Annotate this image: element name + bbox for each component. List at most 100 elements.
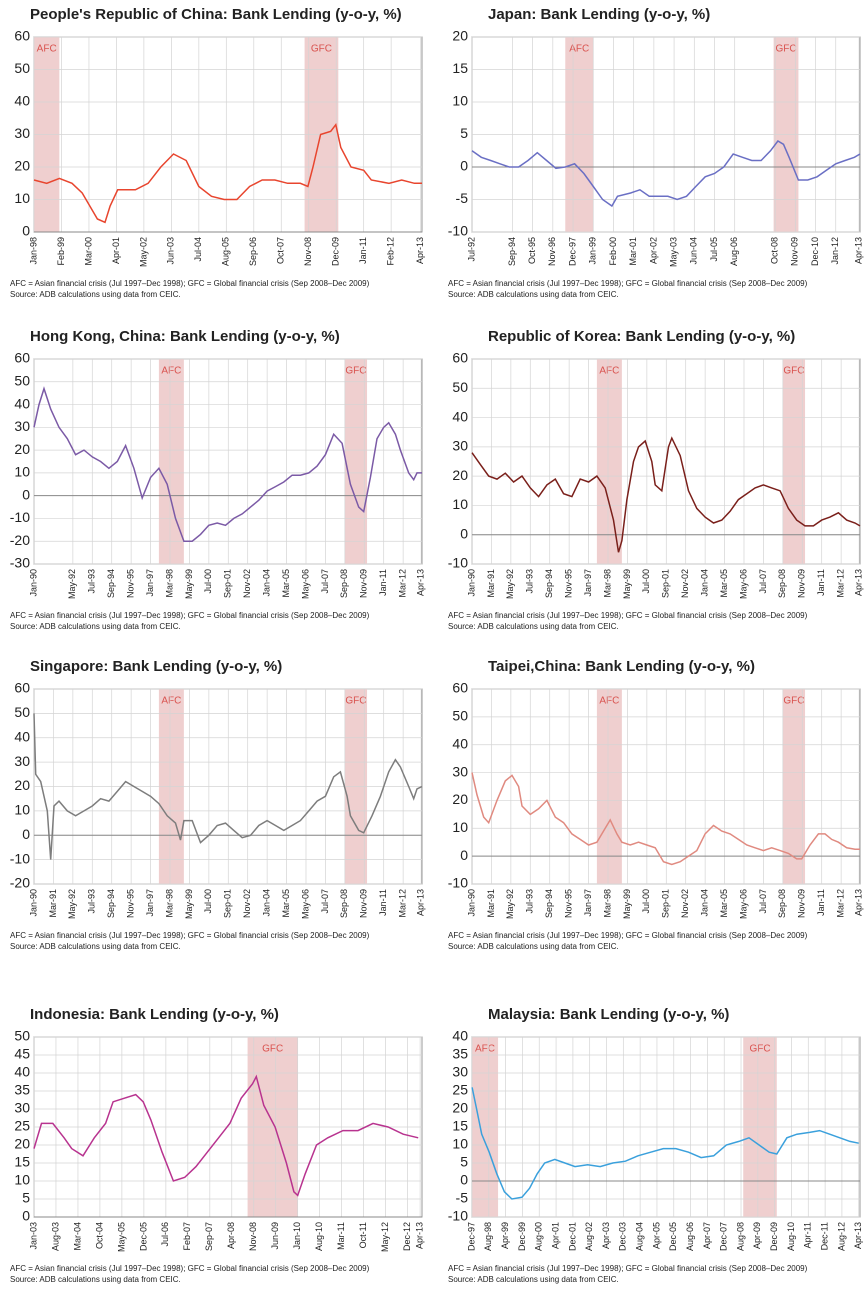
x-tick-label: Mar-05 [281, 569, 291, 598]
y-tick-label: -20 [10, 875, 30, 891]
x-tick-label: Jul-92 [466, 237, 476, 262]
x-tick-label: Apr-13 [853, 237, 863, 264]
y-tick-label: -10 [10, 509, 30, 525]
y-tick-label: 15 [452, 1118, 468, 1134]
x-tick-label: May-92 [67, 569, 77, 599]
y-tick-label: 20 [452, 791, 468, 807]
x-tick-label: Jan-10 [292, 1222, 302, 1250]
x-tick-label: Apr-13 [416, 569, 426, 596]
x-tick-label: Mar-98 [164, 889, 174, 918]
y-tick-label: 0 [22, 223, 30, 239]
y-tick-label: 50 [14, 1028, 30, 1044]
x-tick-label: Feb-00 [608, 237, 618, 266]
x-tick-label: Sep-94 [106, 569, 116, 598]
y-tick-label: 20 [14, 1136, 30, 1152]
data-line [33, 1074, 419, 1197]
y-tick-label: 50 [14, 372, 30, 388]
x-tick-label: Dec-05 [138, 1222, 148, 1251]
x-tick-label: Jan-90 [28, 569, 38, 597]
band-label: GFC [345, 696, 366, 707]
y-tick-label: -5 [456, 1190, 469, 1206]
crisis-band [782, 359, 806, 564]
x-tick-label: Nov-02 [680, 569, 690, 598]
y-tick-label: 15 [14, 1154, 30, 1170]
band-label: AFC [37, 44, 57, 55]
y-tick-label: 10 [452, 819, 468, 835]
y-tick-label: 50 [14, 704, 30, 720]
note: Source: ADB calculations using data from… [10, 942, 181, 951]
data-line [471, 436, 861, 553]
note: AFC = Asian financial crisis (Jul 1997–D… [10, 611, 370, 620]
x-tick-label: Nov-95 [126, 889, 136, 918]
x-tick-label: Apr-13 [854, 569, 864, 596]
y-tick-label: 10 [14, 1172, 30, 1188]
crisis-band [596, 359, 622, 564]
x-tick-label: May-12 [380, 1222, 390, 1252]
x-tick-label: Jan-90 [466, 569, 476, 597]
x-tick-label: Aug-06 [685, 1222, 695, 1251]
x-tick-label: Mar-01 [628, 237, 638, 266]
x-tick-label: Nov-09 [359, 889, 369, 918]
x-tick-label: Jan-97 [583, 889, 593, 917]
x-tick-label: May-92 [505, 569, 515, 599]
x-tick-label: Jul-93 [525, 889, 535, 914]
x-tick-label: Mar-05 [719, 889, 729, 918]
x-tick-label: Mar-05 [281, 889, 291, 918]
x-tick-label: Jan-04 [700, 889, 710, 917]
note: AFC = Asian financial crisis (Jul 1997–D… [10, 1264, 370, 1273]
x-tick-label: Aug-06 [729, 237, 739, 266]
y-tick-label: 40 [14, 93, 30, 109]
x-tick-label: Sep-08 [339, 569, 349, 598]
x-tick-label: Dec-07 [719, 1222, 729, 1251]
band-label: GFC [262, 1044, 283, 1055]
x-tick-label: Apr-13 [416, 889, 426, 916]
y-tick-label: -10 [448, 875, 468, 891]
crisis-band [782, 689, 806, 884]
y-tick-label: 30 [452, 763, 468, 779]
x-tick-label: Nov-09 [797, 569, 807, 598]
x-tick-label: Jan-90 [28, 889, 38, 917]
data-line [33, 386, 422, 542]
band-label: AFC [475, 1044, 495, 1055]
x-tick-label: Apr-13 [415, 237, 425, 264]
x-tick-label: May-03 [668, 237, 678, 267]
x-tick-label: Jan-12 [830, 237, 840, 265]
x-tick-label: Jan-97 [145, 889, 155, 917]
x-tick-label: Dec-05 [668, 1222, 678, 1251]
x-tick-label: Dec-10 [810, 237, 820, 266]
x-tick-label: May-06 [300, 889, 310, 919]
x-tick-label: Dec-11 [819, 1222, 829, 1250]
x-tick-label: Jul-00 [641, 569, 651, 594]
x-tick-label: Aug-04 [635, 1222, 645, 1251]
x-tick-label: Feb-07 [182, 1222, 192, 1251]
x-tick-label: Sep-07 [204, 1222, 214, 1251]
x-tick-label: Oct-11 [358, 1222, 368, 1248]
y-tick-label: 40 [452, 1028, 468, 1044]
chart-title: Singapore: Bank Lending (y-o-y, %) [30, 658, 282, 675]
x-tick-label: Dec-99 [517, 1222, 527, 1251]
x-tick-label: May-99 [184, 569, 194, 599]
x-tick-label: Nov-08 [303, 237, 313, 266]
x-tick-label: Jan-98 [28, 237, 38, 265]
x-tick-label: Mar-04 [72, 1222, 82, 1251]
x-tick-label: Feb-99 [56, 237, 66, 266]
y-tick-label: 0 [460, 1172, 468, 1188]
chart-panel: Singapore: Bank Lending (y-o-y, %) AFC GFC… [10, 658, 426, 951]
band-label: AFC [599, 696, 619, 707]
x-tick-label: Jul-93 [525, 569, 535, 594]
x-tick-label: Apr-13 [853, 1222, 863, 1249]
x-tick-label: Mar-12 [398, 889, 408, 918]
y-tick-label: -10 [448, 1208, 468, 1224]
x-tick-label: Nov-09 [790, 237, 800, 266]
y-tick-label: 25 [452, 1082, 468, 1098]
x-tick-label: Sep-01 [661, 569, 671, 598]
x-tick-label: Aug-10 [314, 1222, 324, 1251]
x-tick-label: Mar-12 [398, 569, 408, 598]
x-tick-label: Mar-98 [164, 569, 174, 598]
y-tick-label: 25 [14, 1118, 30, 1134]
x-tick-label: Jan-11 [378, 889, 388, 916]
x-tick-label: Jan-11 [378, 569, 388, 596]
y-tick-label: 10 [452, 93, 468, 109]
x-tick-label: Jul-93 [87, 889, 97, 914]
y-tick-label: 30 [14, 753, 30, 769]
